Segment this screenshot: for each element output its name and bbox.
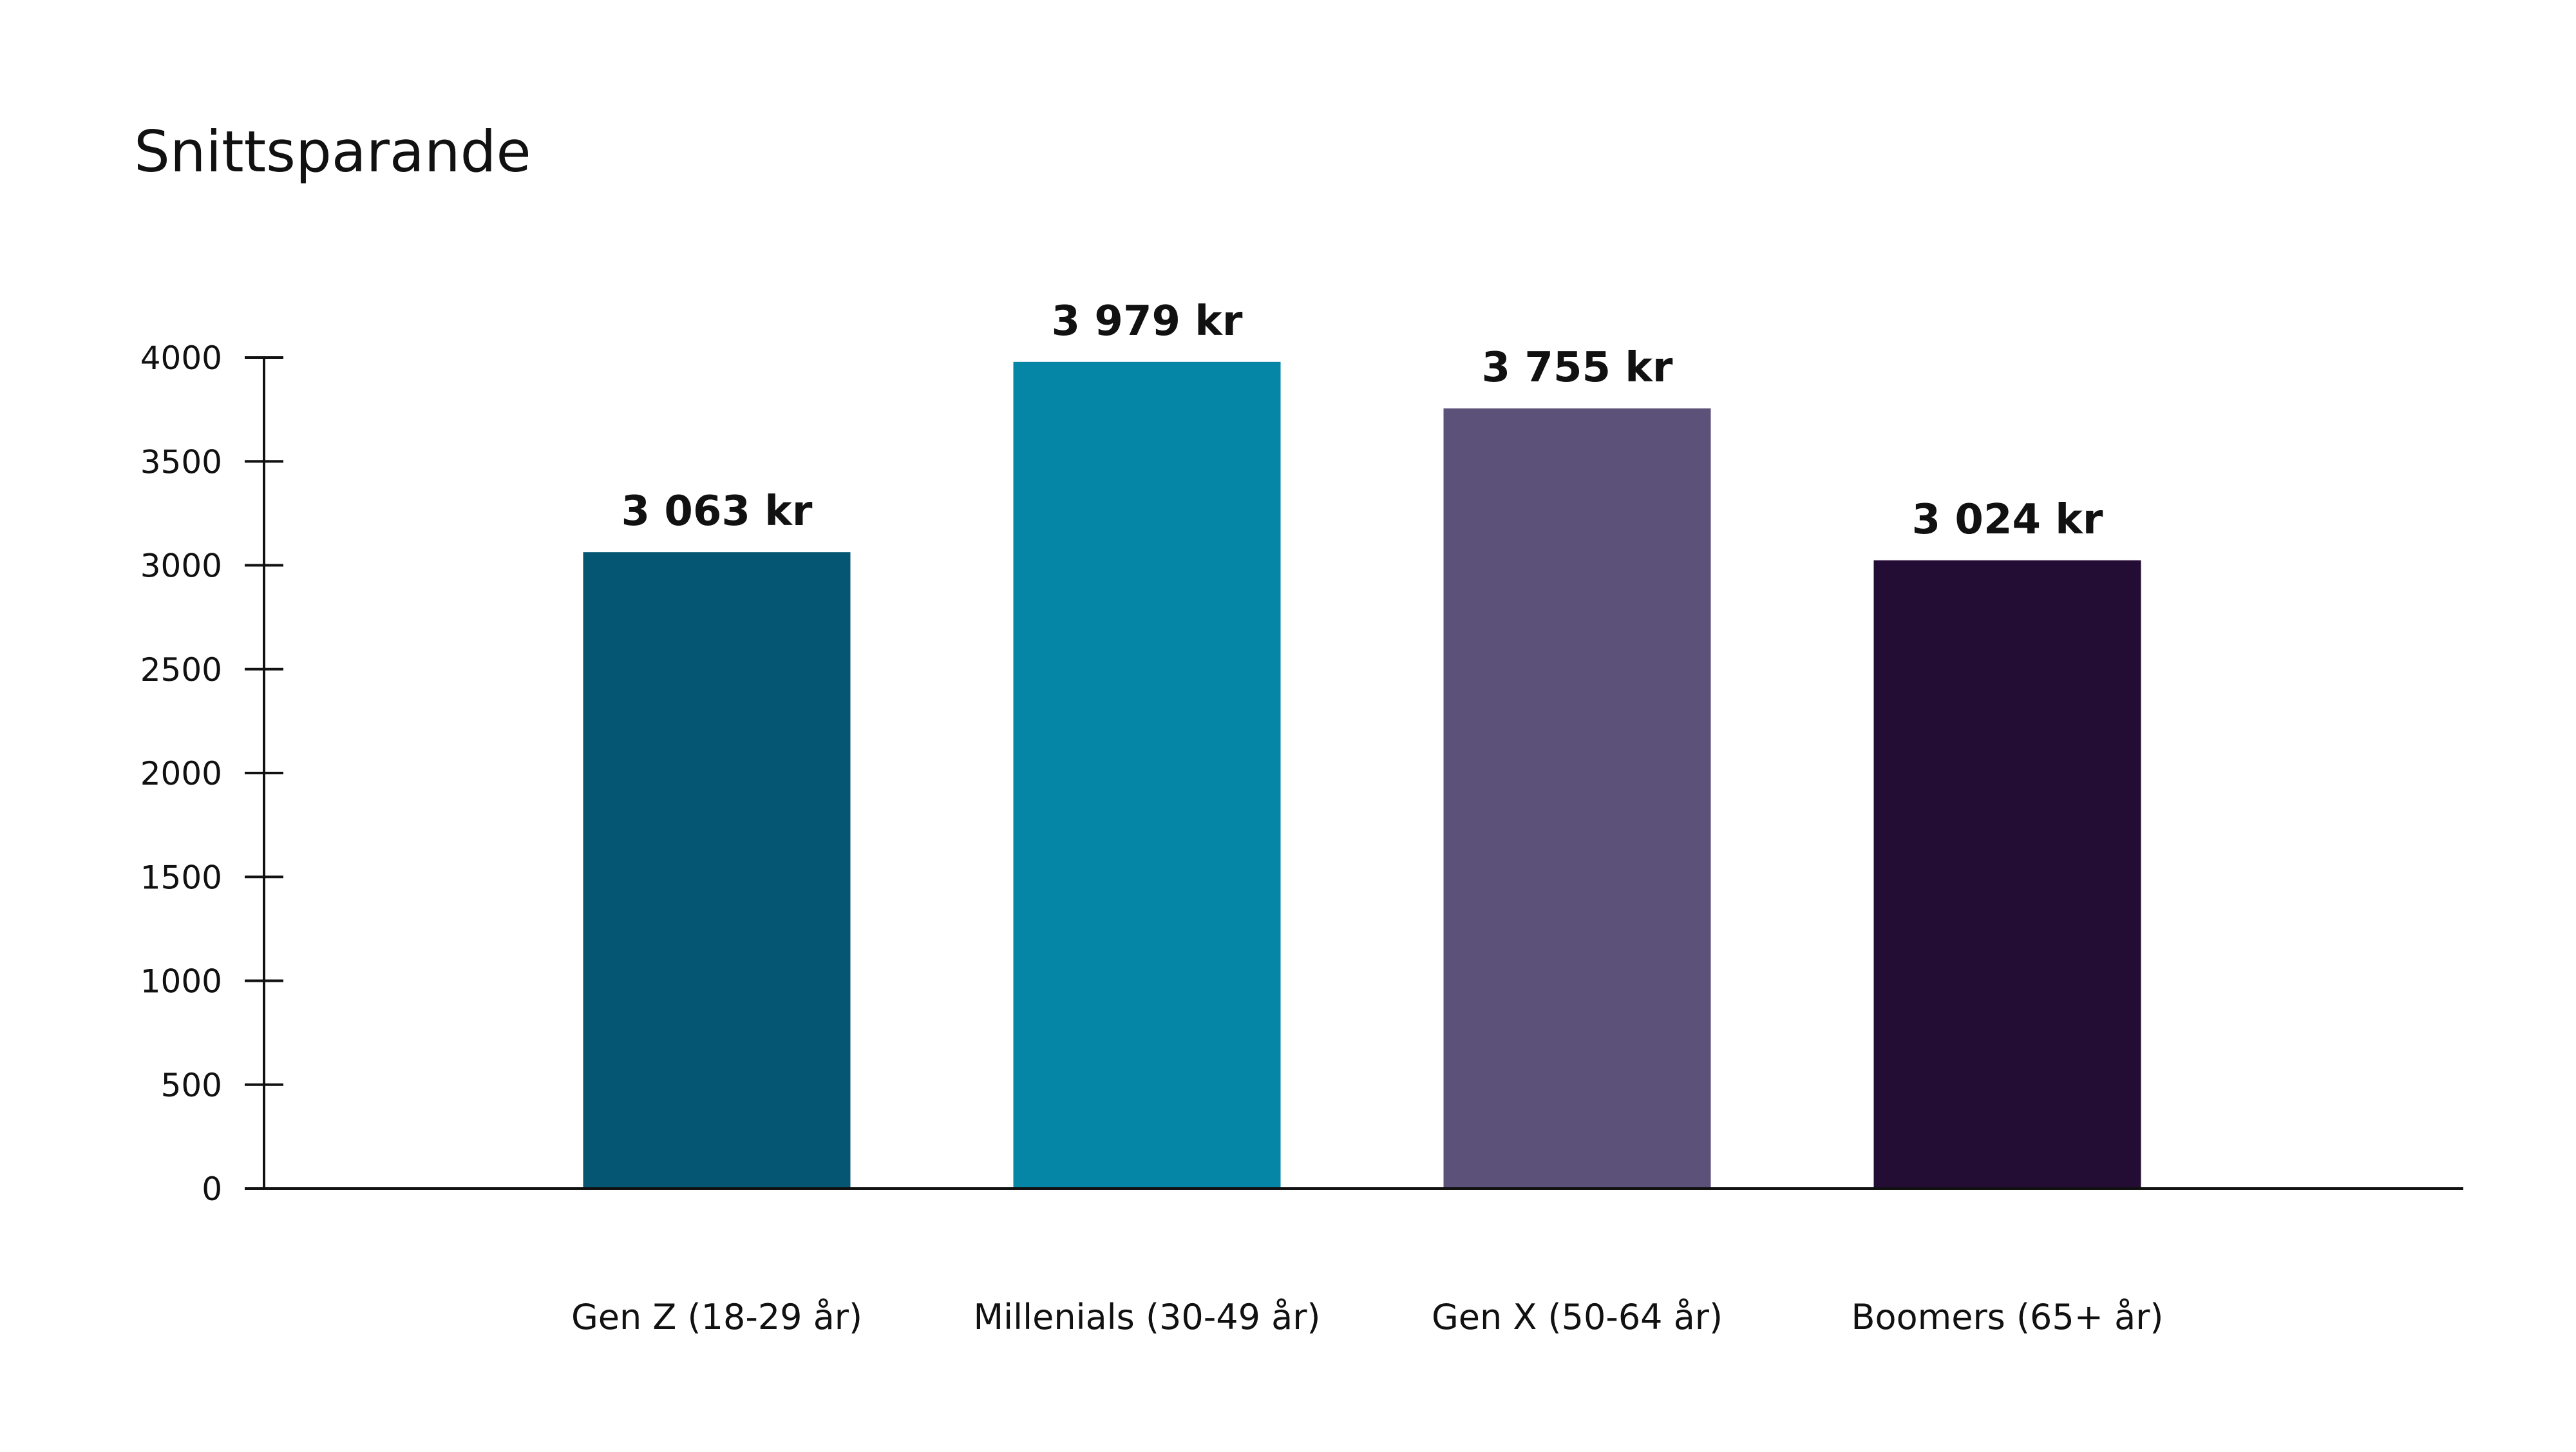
bar (1443, 408, 1711, 1189)
bar (1873, 560, 2141, 1189)
bar-value-label: 3 755 kr (1482, 344, 1673, 392)
y-tick-label: 2500 (140, 651, 222, 689)
y-tick-label: 0 (202, 1170, 222, 1208)
bar-value-label: 3 979 kr (1052, 298, 1243, 345)
x-axis: Gen Z (18-29 år) Millenials (30-49 år) Gen… (264, 1187, 2463, 1337)
data-labels-group: 3 063 kr 3 979 kr 3 755 kr 3 024 kr (621, 298, 2103, 544)
y-tick-label: 500 (161, 1067, 222, 1104)
bar (1013, 361, 1281, 1189)
x-category-label: Gen X (50-64 år) (1432, 1297, 1723, 1337)
y-axis: 0 500 1000 1500 2000 2500 3000 3500 4000 (140, 339, 283, 1208)
x-category-label: Gen Z (18-29 år) (571, 1297, 862, 1337)
y-tick-label: 1500 (140, 859, 222, 896)
y-tick-label: 2000 (140, 755, 222, 792)
bar-value-label: 3 063 kr (621, 488, 813, 535)
x-category-label: Millenials (30-49 år) (974, 1297, 1321, 1337)
chart-title: Snittsparande (134, 119, 531, 185)
bar (583, 552, 851, 1189)
y-tick-label: 3000 (140, 548, 222, 585)
y-tick-label: 1000 (140, 963, 222, 1000)
y-tick-label: 4000 (140, 339, 222, 377)
bars-group (583, 361, 2141, 1189)
x-category-label: Boomers (65+ år) (1852, 1297, 2164, 1337)
y-tick-label: 3500 (140, 443, 222, 481)
bar-value-label: 3 024 kr (1912, 496, 2103, 544)
